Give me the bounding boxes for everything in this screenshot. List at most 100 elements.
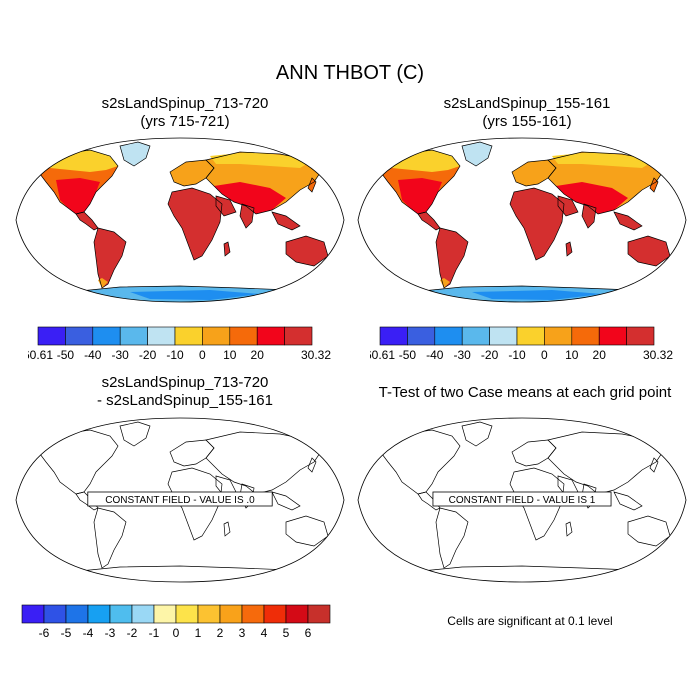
colorbar-tick-label: -40 — [426, 348, 444, 361]
panel-4-title: T-Test of two Case means at each grid po… — [355, 384, 695, 402]
coastline-greenland — [119, 421, 151, 447]
colorbar-tick-label: -5 — [61, 626, 72, 639]
colorbar-tick-label: 5 — [283, 626, 290, 639]
significance-note: Cells are significant at 0.1 level — [447, 614, 613, 628]
colorbar-swatch — [131, 604, 155, 624]
constant-field-box — [432, 491, 612, 507]
coastline-nz — [675, 543, 683, 555]
temperature-region — [334, 264, 340, 274]
colorbar-field-right: -60.61 -50 -40 -30 -20 -10 0 10 20 30.32 — [370, 326, 673, 361]
coastline-seAsia — [271, 491, 301, 511]
temperature-region — [436, 228, 468, 288]
colorbar-swatch — [626, 326, 655, 346]
colorbar-swatch — [197, 604, 221, 624]
map-content — [16, 138, 344, 302]
colorbar-swatch — [241, 604, 265, 624]
colorbar-swatch — [119, 326, 148, 346]
colorbar-tick-label: 20 — [593, 348, 607, 361]
colorbar-swatch — [175, 604, 199, 624]
colorbar-swatch — [147, 326, 176, 346]
map-panel-1 — [15, 137, 345, 303]
map-border — [15, 137, 345, 303]
colorbar-swatch — [37, 326, 66, 346]
colorbar-tick-label: -1 — [149, 626, 160, 639]
colorbar-swatch — [219, 604, 243, 624]
colorbar-tick-label: -60.61 — [28, 348, 53, 361]
temperature-region — [76, 212, 98, 230]
colorbar-difference: -6 -5 -4 -3 -2 -1 0 1 2 3 4 5 6 — [21, 604, 331, 639]
temperature-region — [168, 188, 222, 260]
map-border — [357, 417, 687, 583]
colorbar-swatch — [284, 326, 313, 346]
temperature-region — [130, 290, 260, 300]
colorbar-swatch — [407, 326, 436, 346]
coastline-seAsia — [613, 211, 643, 231]
coastline-nz — [675, 263, 683, 275]
coastline-greenland — [461, 421, 493, 447]
coastline-india — [239, 203, 255, 229]
temperature-region — [98, 278, 108, 288]
coastline-madagascar — [223, 521, 231, 537]
temperature-region — [418, 212, 440, 230]
coastline-nz — [333, 543, 341, 555]
colorbar-swatch — [379, 326, 408, 346]
coastline-australia — [627, 235, 671, 267]
coastline-centralAmerica — [417, 491, 441, 511]
colorbar-tick-label: 6 — [305, 626, 312, 639]
panel-3-title-line2: - s2sLandSpinup_155-161 — [97, 392, 273, 409]
map-border — [357, 137, 687, 303]
colorbar-swatch — [65, 604, 89, 624]
colorbar-tick-label: 10 — [223, 348, 237, 361]
constant-field-label: CONSTANT FIELD - VALUE IS .0 — [105, 495, 255, 506]
panel-2-title-line1: s2sLandSpinup_155-161 — [443, 95, 611, 112]
coastline-southAmerica — [93, 227, 127, 289]
coastline-australia — [285, 515, 329, 547]
colorbar-tick-label: -10 — [508, 348, 526, 361]
temperature-region — [614, 212, 642, 230]
colorbar-tick-label: -3 — [105, 626, 116, 639]
panel-3-title: s2sLandSpinup_713-720 - s2sLandSpinup_15… — [40, 374, 330, 410]
coastline-africa — [167, 187, 223, 261]
map-panel-4: CONSTANT FIELD - VALUE IS 1 — [357, 417, 687, 583]
coastline-northAmerica — [381, 429, 461, 495]
coastline-australia — [285, 235, 329, 267]
colorbar-tick-label: -2 — [127, 626, 138, 639]
colorbar-swatch — [516, 326, 545, 346]
map-panel-3: CONSTANT FIELD - VALUE IS .0 — [15, 417, 345, 583]
coastline-greenland — [119, 141, 151, 167]
constant-field-box — [87, 491, 273, 507]
panel-1-title: s2sLandSpinup_713-720 (yrs 715-721) — [40, 95, 330, 131]
map-content — [358, 138, 686, 302]
temperature-region — [472, 290, 602, 300]
colorbar-tick-label: -30 — [112, 348, 130, 361]
coastline-japan — [307, 177, 317, 193]
temperature-region — [440, 278, 450, 288]
coastline-northAmerica — [381, 149, 461, 215]
colorbar-swatch — [434, 326, 463, 346]
colorbar-tick-label: 0 — [173, 626, 180, 639]
temperature-region — [272, 212, 300, 230]
coastline-madagascar — [223, 241, 231, 257]
colorbar-tick-label: -50 — [57, 348, 75, 361]
colorbar-tick-label: 0 — [541, 348, 548, 361]
colorbar-tick-label: -30 — [454, 348, 472, 361]
panel-4-title-line1: T-Test of two Case means at each grid po… — [378, 384, 672, 401]
temperature-region — [94, 228, 126, 288]
colorbar-tick-label: -20 — [139, 348, 157, 361]
colorbar-tick-label: 10 — [565, 348, 579, 361]
coastline-southAmerica — [93, 507, 127, 569]
colorbar-tick-label: 30.32 — [643, 348, 673, 361]
constant-field-label: CONSTANT FIELD - VALUE IS 1 — [449, 495, 596, 506]
colorbar-swatch — [174, 326, 203, 346]
colorbar-swatch — [229, 326, 258, 346]
colorbar-swatch — [87, 604, 111, 624]
panel-3-title-line1: s2sLandSpinup_713-720 — [101, 374, 269, 391]
coastline-africa — [509, 187, 565, 261]
colorbar-tick-label: -40 — [84, 348, 102, 361]
colorbar-swatch — [202, 326, 231, 346]
coastline-madagascar — [565, 241, 573, 257]
colorbar-tick-label: 1 — [195, 626, 202, 639]
coastline-southAmerica — [435, 507, 469, 569]
colorbar-swatch — [544, 326, 573, 346]
